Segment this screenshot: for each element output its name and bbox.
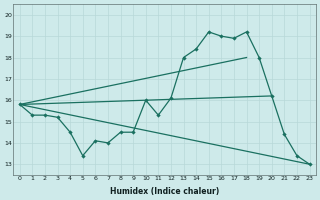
X-axis label: Humidex (Indice chaleur): Humidex (Indice chaleur) — [110, 187, 219, 196]
